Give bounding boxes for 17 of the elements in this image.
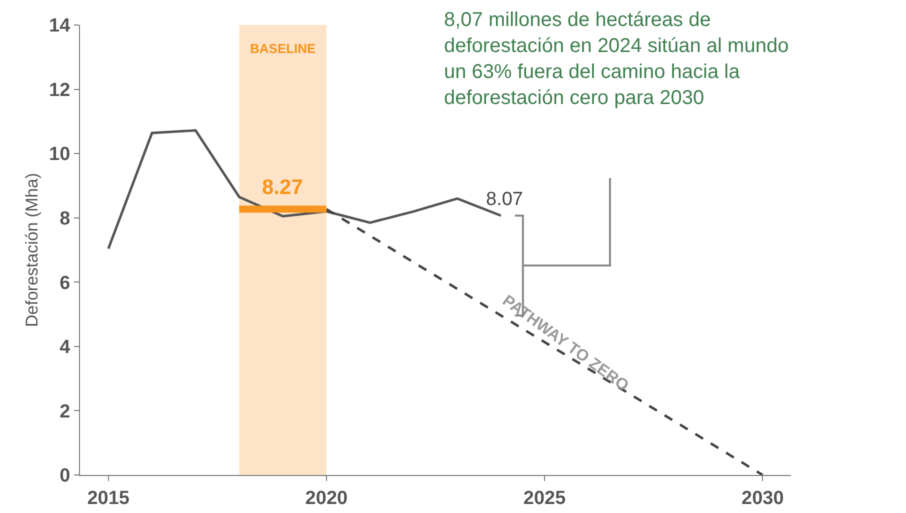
y-axis-title: Deforestación (Mha)	[22, 172, 42, 328]
x-tick-label: 2020	[305, 488, 348, 509]
y-tick-label: 4	[60, 337, 71, 358]
y-tick-label: 2	[60, 401, 70, 422]
band-label: BASELINE	[250, 41, 316, 56]
annotation: 8.07	[486, 189, 523, 210]
y-tick-label: 14	[49, 16, 71, 37]
y-tick-label: 0	[60, 466, 70, 487]
y-tick-label: 12	[49, 80, 70, 101]
annotation: 8.27	[262, 176, 303, 199]
y-tick-label: 10	[49, 144, 70, 166]
y-tick-label: 6	[60, 272, 70, 294]
y-tick-label: 8	[60, 208, 70, 230]
x-tick-label: 2025	[523, 488, 566, 509]
x-tick-label: 2030	[742, 488, 784, 509]
annotation: 8,07 millones de hectáreas de deforestación en 2024 sitúan al mundo un 63% fuera del camino hacia la deforestación cero para 2030	[444, 9, 789, 109]
x-tick-label: 2015	[87, 488, 130, 509]
